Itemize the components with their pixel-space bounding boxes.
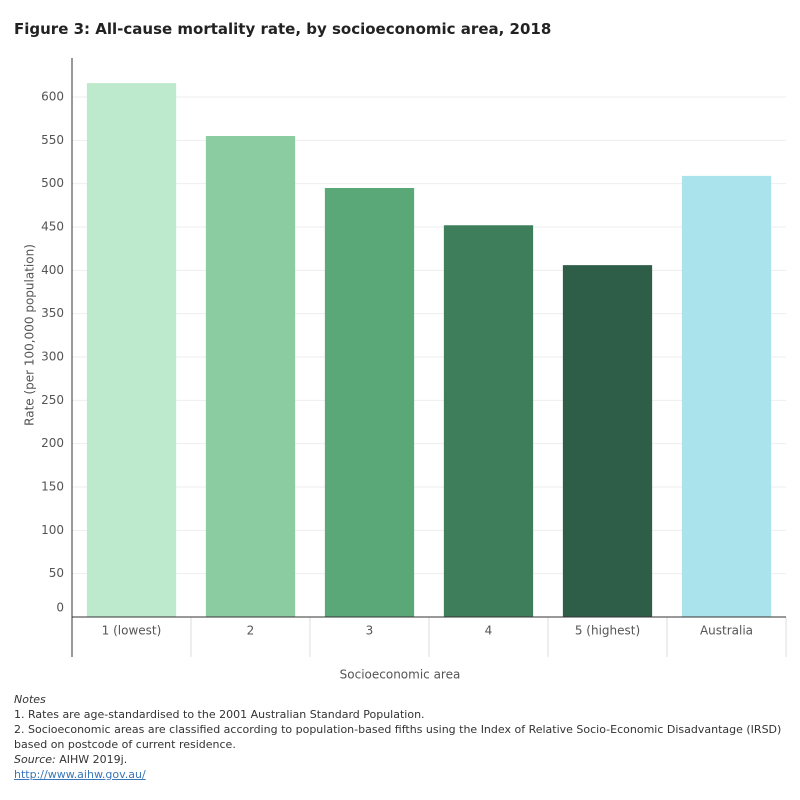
chart: Rate (per 100,000 population) Socioecono… — [23, 58, 787, 682]
x-tick-label: 1 (lowest) — [102, 624, 162, 638]
chart-title: Figure 3: All-cause mortality rate, by s… — [14, 20, 552, 38]
bar — [443, 225, 534, 617]
y-tick-label: 200 — [41, 436, 64, 450]
x-tick-label: 3 — [366, 624, 374, 638]
notes: Notes 1. Rates are age-standardised to t… — [14, 692, 786, 782]
source: AIHW 2019j. — [59, 753, 128, 766]
y-tick-label: 350 — [41, 306, 64, 320]
y-tick-label: 250 — [41, 393, 64, 407]
y-tick-label: 300 — [41, 350, 64, 364]
note: 2. Socioeconomic areas are classified ac… — [14, 723, 782, 751]
bar — [324, 188, 415, 617]
bar — [562, 265, 653, 617]
bar — [205, 136, 296, 617]
source-label: Source: — [14, 753, 56, 766]
bar — [681, 175, 772, 617]
notes-heading: Notes — [14, 693, 46, 706]
note: 1. Rates are age-standardised to the 200… — [14, 708, 425, 721]
y-axis-label: Rate (per 100,000 population) — [23, 244, 37, 426]
x-axis-label: Socioeconomic area — [340, 668, 461, 682]
y-tick-label: 600 — [41, 90, 64, 104]
x-tick-label: 2 — [247, 624, 255, 638]
y-tick-label: 450 — [41, 220, 64, 234]
y-tick-label: 50 — [49, 566, 64, 580]
y-tick-label: 550 — [41, 133, 64, 147]
y-tick-label: 100 — [41, 523, 64, 537]
y-tick-label: 500 — [41, 176, 64, 190]
y-tick-label: 400 — [41, 263, 64, 277]
bar — [86, 83, 177, 618]
link[interactable]: http://www.aihw.gov.au/ — [14, 768, 146, 781]
x-tick-label: 5 (highest) — [575, 624, 640, 638]
x-tick-label: Australia — [700, 624, 753, 638]
y-tick-label: 0 — [56, 601, 64, 615]
x-tick-label: 4 — [485, 624, 493, 638]
y-tick-label: 150 — [41, 480, 64, 494]
